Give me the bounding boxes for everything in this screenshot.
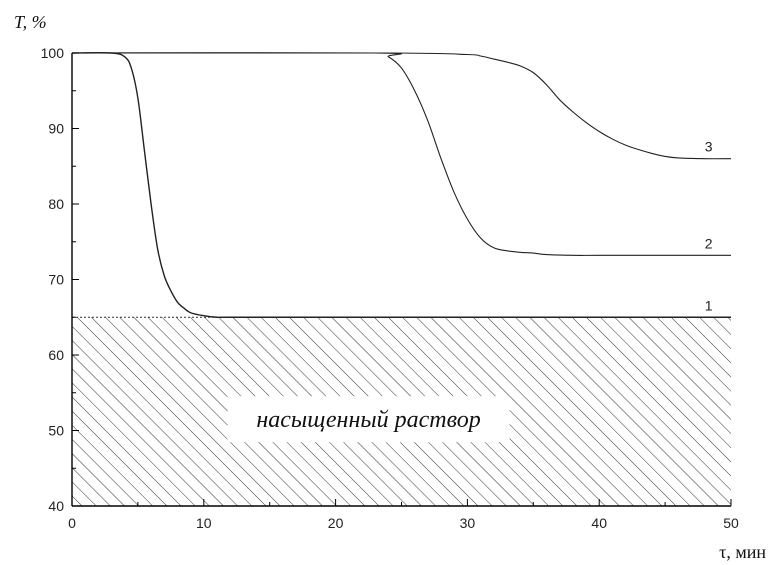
y-tick-label: 50 [48, 423, 64, 439]
x-axis-title: τ, мин [719, 542, 766, 562]
x-tick-label: 40 [591, 515, 607, 531]
x-tick-label: 10 [196, 515, 212, 531]
series-label-3: 3 [705, 139, 713, 155]
x-tick-label: 0 [68, 515, 76, 531]
series-line-2 [71, 52, 731, 256]
x-tick-label: 20 [328, 515, 344, 531]
y-tick-label: 70 [48, 272, 64, 288]
y-tick-label: 80 [48, 196, 64, 212]
region-label-box [227, 396, 510, 443]
region-label: насыщенный раствор [256, 407, 480, 433]
series-line-1 [71, 52, 731, 319]
y-tick-label: 100 [41, 45, 65, 61]
y-tick-label: 40 [48, 498, 64, 514]
series-label-2: 2 [705, 235, 713, 251]
y-tick-label: 60 [48, 347, 64, 363]
series-label-1: 1 [705, 297, 713, 313]
x-tick-label: 30 [460, 515, 476, 531]
y-axis-title: T, % [14, 12, 47, 32]
x-tick-label: 50 [723, 515, 739, 531]
y-tick-label: 90 [48, 121, 64, 137]
series-line-3 [71, 52, 732, 160]
